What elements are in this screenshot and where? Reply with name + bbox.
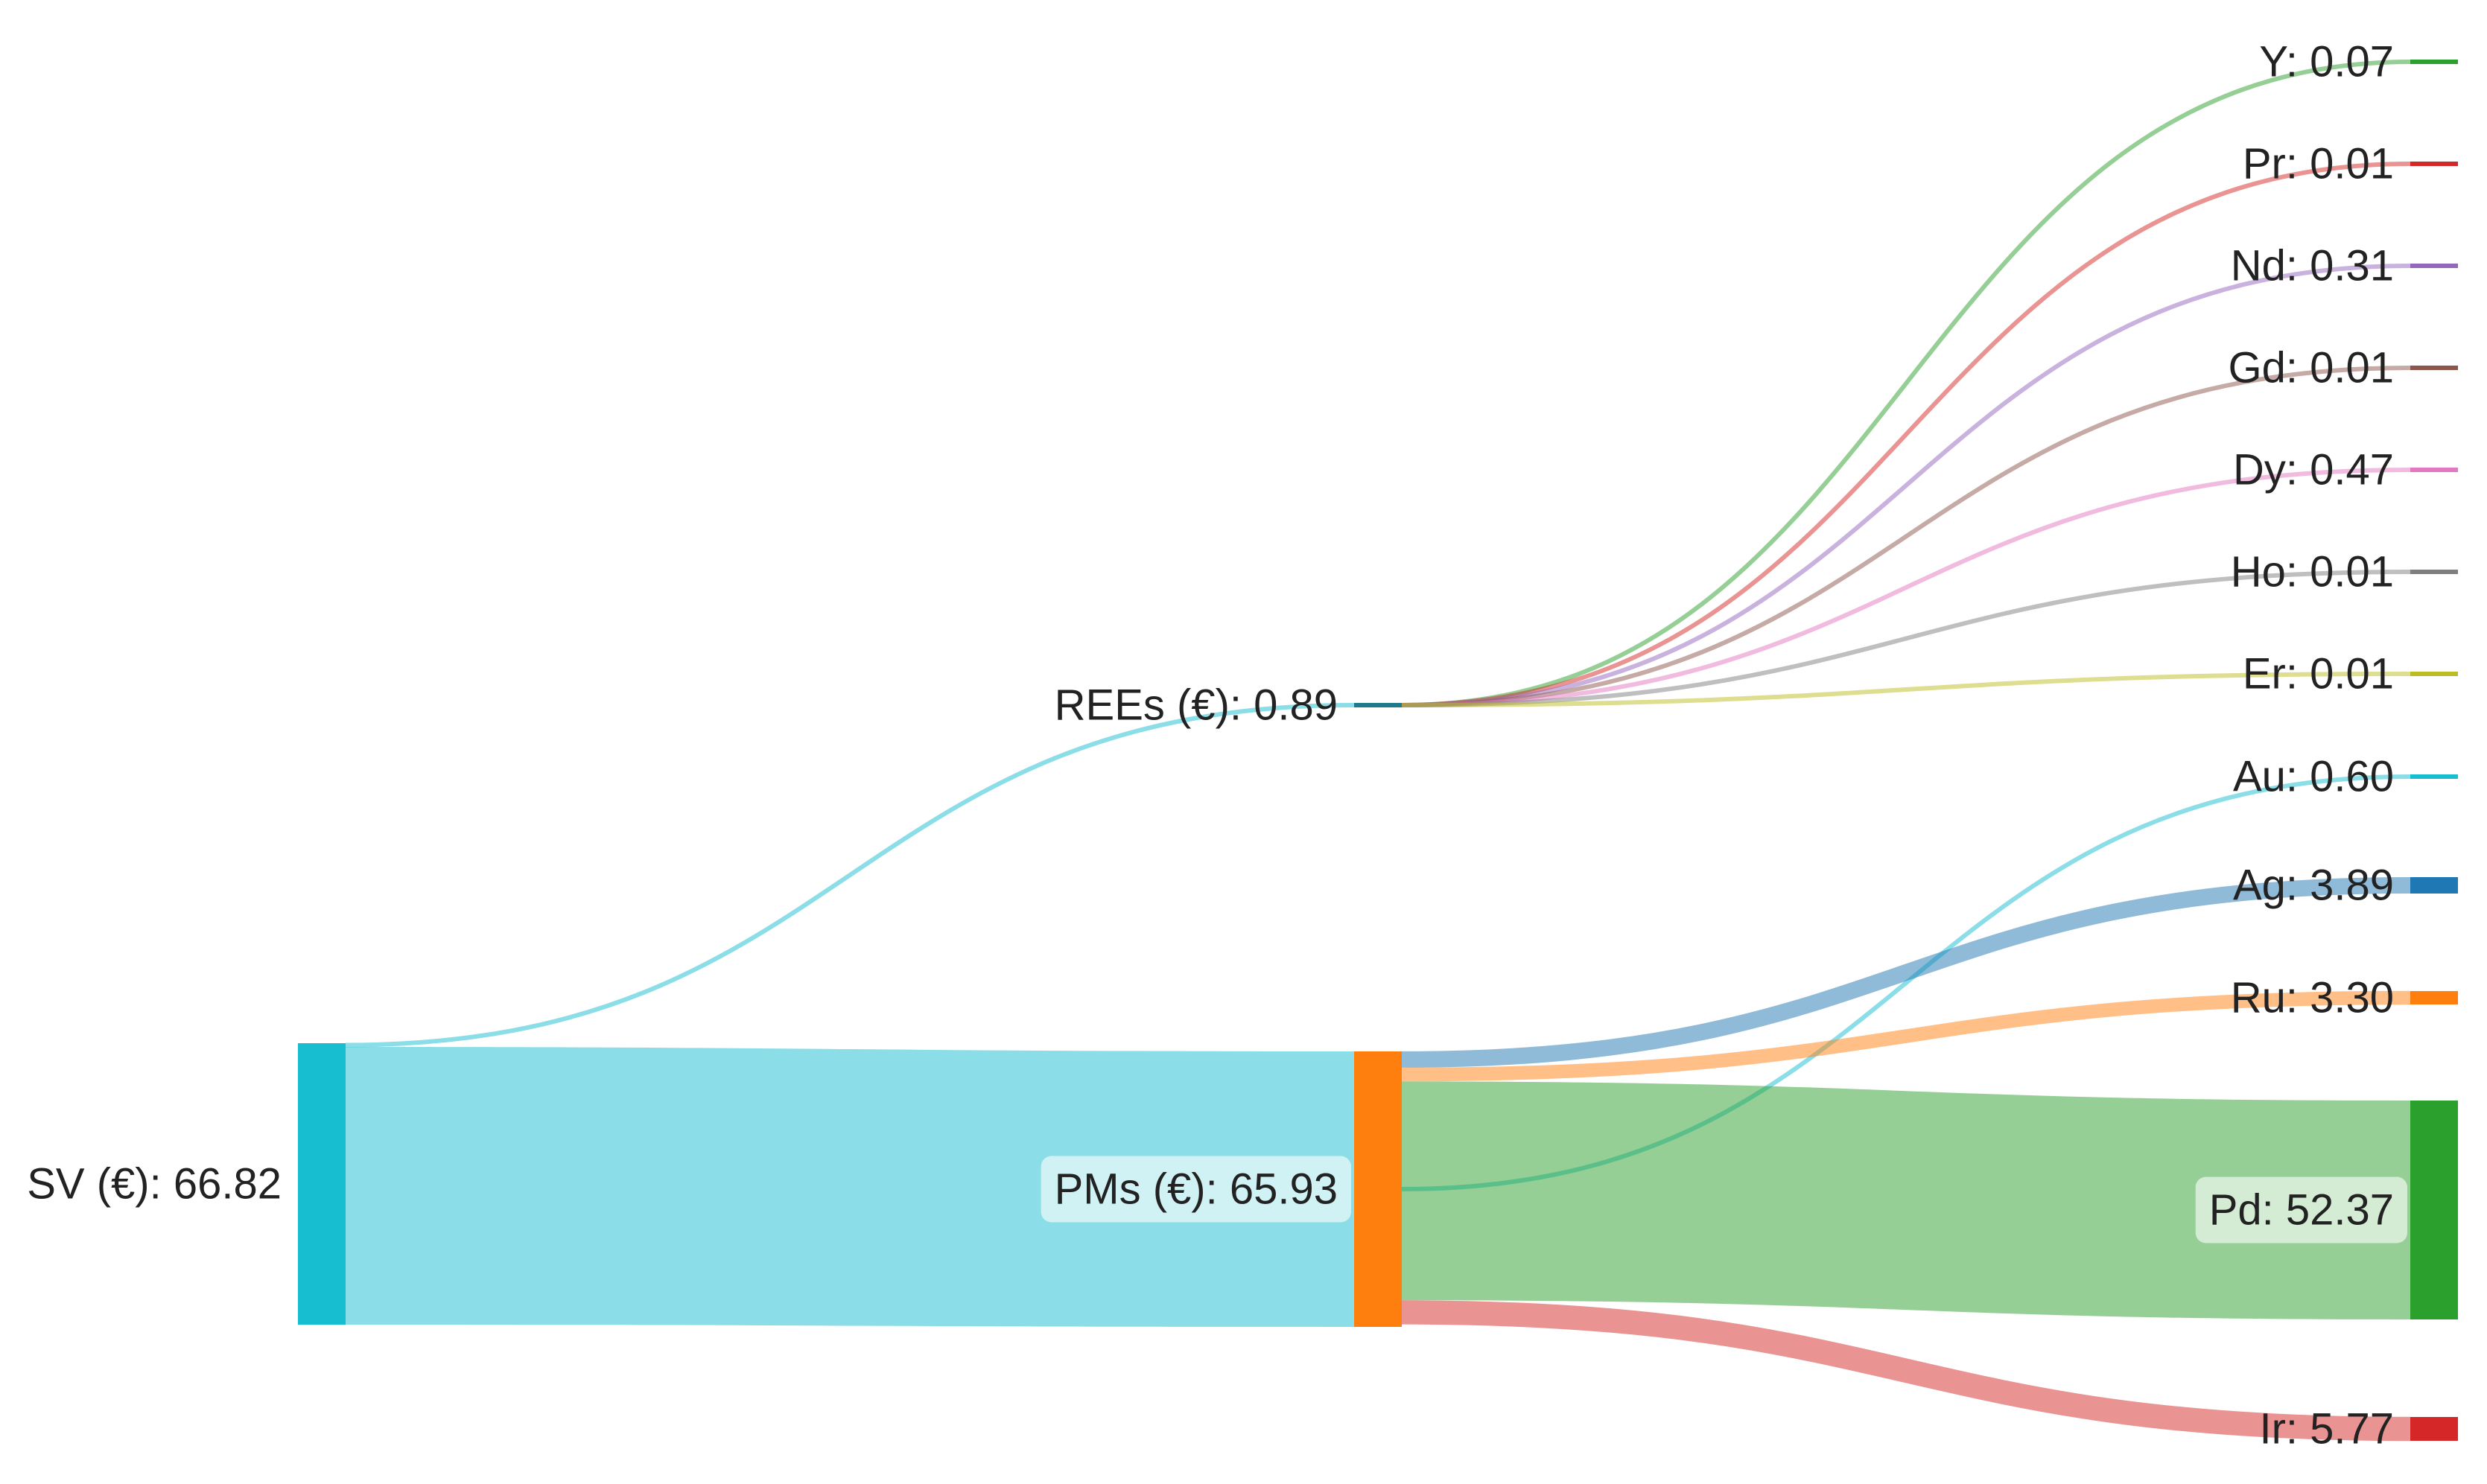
node-pd[interactable] <box>2410 1101 2458 1319</box>
node-nd[interactable] <box>2410 264 2458 268</box>
node-label-au: Au: 0.60 <box>2233 753 2394 801</box>
link-pms-ru[interactable] <box>1401 990 2411 1082</box>
node-sv[interactable] <box>298 1043 346 1325</box>
link-pms-pd[interactable] <box>1402 1081 2410 1319</box>
node-pms[interactable] <box>1354 1051 1402 1327</box>
node-gd[interactable] <box>2410 366 2458 370</box>
link-rees-dy[interactable] <box>1401 468 2411 707</box>
link-rees-ho[interactable] <box>1401 570 2411 707</box>
node-label-ir: Ir: 5.77 <box>2259 1405 2394 1453</box>
link-rees-nd[interactable] <box>1401 264 2411 707</box>
node-y[interactable] <box>2410 60 2458 64</box>
node-label-pd: Pd: 52.37 <box>2209 1186 2394 1235</box>
node-label-nd: Nd: 0.31 <box>2231 242 2394 290</box>
node-label-dy: Dy: 0.47 <box>2233 446 2394 494</box>
node-au[interactable] <box>2410 774 2458 779</box>
node-label-pr: Pr: 0.01 <box>2243 140 2394 188</box>
node-label-bg-pd <box>2195 1176 2407 1243</box>
node-ru[interactable] <box>2410 991 2458 1004</box>
node-label-pms: PMs (€): 65.93 <box>1055 1165 1338 1214</box>
node-label-ho: Ho: 0.01 <box>2231 548 2394 596</box>
link-rees-gd[interactable] <box>1401 366 2411 707</box>
node-label-sv: SV (€): 66.82 <box>27 1160 282 1208</box>
node-dy[interactable] <box>2410 468 2458 472</box>
node-er[interactable] <box>2410 672 2458 676</box>
sankey-labels: SV (€): 66.82 REEs (€): 0.89 PMs (€): 65.9… <box>27 38 2407 1453</box>
link-pms-ag[interactable] <box>1401 877 2411 1068</box>
node-ir[interactable] <box>2410 1417 2458 1441</box>
node-pr[interactable] <box>2410 162 2458 166</box>
node-label-bg-pms <box>1041 1156 1351 1223</box>
link-rees-pr[interactable] <box>1401 162 2411 707</box>
node-rees[interactable] <box>1354 703 1402 707</box>
sankey-links <box>345 60 2411 1442</box>
link-rees-y[interactable] <box>1401 60 2411 707</box>
node-ho[interactable] <box>2410 570 2458 574</box>
link-rees-er[interactable] <box>1401 672 2411 707</box>
node-label-er: Er: 0.01 <box>2243 650 2394 698</box>
sankey-nodes <box>298 60 2458 1441</box>
node-label-rees: REEs (€): 0.89 <box>1055 681 1338 730</box>
node-label-ag: Ag: 3.89 <box>2233 862 2394 910</box>
link-sv-pms[interactable] <box>346 1047 1354 1327</box>
link-sv-rees[interactable] <box>345 703 1355 1048</box>
node-ag[interactable] <box>2410 877 2458 894</box>
node-label-y: Y: 0.07 <box>2259 38 2394 86</box>
node-label-ru: Ru: 3.30 <box>2231 974 2394 1022</box>
link-pms-ir[interactable] <box>1401 1300 2411 1442</box>
node-label-gd: Gd: 0.01 <box>2229 344 2394 392</box>
